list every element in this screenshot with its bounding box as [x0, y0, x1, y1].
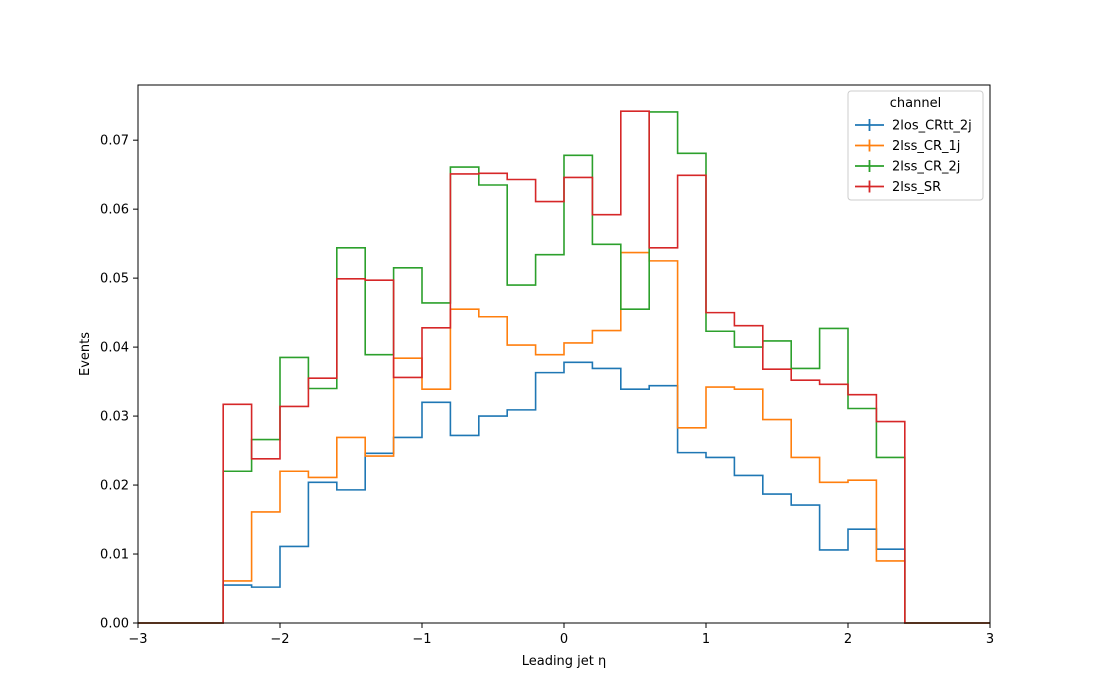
x-tick-label: −2 [270, 632, 289, 647]
legend-entry-2lss_CR_1j: 2lss_CR_1j [855, 139, 960, 154]
legend-label: 2lss_CR_2j [892, 160, 960, 175]
x-axis: −3 −2 −1 0 1 2 3 [128, 623, 994, 647]
legend-entries: 2los_CRtt_2j 2lss_CR_1j 2lss_CR_2j 2lss_SR [855, 119, 972, 195]
legend: channel 2los_CRtt_2j 2lss_CR_1j 2lss_CR_2j… [847, 90, 984, 201]
series-line-2lss_SR [138, 110, 990, 624]
y-tick-label: 0.07 [100, 134, 129, 149]
legend-entry-2los_CRtt_2j: 2los_CRtt_2j [855, 119, 972, 134]
x-axis-label: Leading jet η [522, 654, 607, 669]
y-tick-label: 0.02 [100, 479, 129, 494]
y-tick-label: 0.05 [100, 272, 129, 287]
series-line-2lss_CR_2j [138, 111, 990, 624]
y-axis-label: Events [78, 332, 93, 376]
x-tick-label: 1 [702, 632, 710, 647]
y-tick-label: 0.04 [100, 341, 129, 356]
x-tick-label: 2 [844, 632, 852, 647]
y-tick-label: 0.06 [100, 203, 129, 218]
y-tick-label: 0.01 [100, 548, 129, 563]
x-tick-label: −1 [412, 632, 431, 647]
legend-entry-2lss_SR: 2lss_SR [855, 180, 941, 195]
series-layer [138, 110, 990, 624]
x-tick-label: −3 [128, 632, 147, 647]
legend-title: channel [890, 96, 941, 111]
series-line-2lss_CR_1j [138, 251, 990, 624]
legend-label: 2lss_CR_1j [892, 139, 960, 154]
y-tick-label: 0.00 [100, 617, 129, 632]
legend-box [847, 90, 984, 201]
x-tick-label: 0 [560, 632, 568, 647]
y-axis: 0.00 0.01 0.02 0.03 0.04 0.05 0.06 0.07 [100, 134, 138, 632]
legend-label: 2lss_SR [892, 180, 941, 195]
series-line-2los_CRtt_2j [138, 361, 990, 624]
y-tick-label: 0.03 [100, 410, 129, 425]
legend-entry-2lss_CR_2j: 2lss_CR_2j [855, 160, 960, 175]
x-tick-label: 3 [986, 632, 994, 647]
legend-label: 2los_CRtt_2j [892, 119, 972, 134]
